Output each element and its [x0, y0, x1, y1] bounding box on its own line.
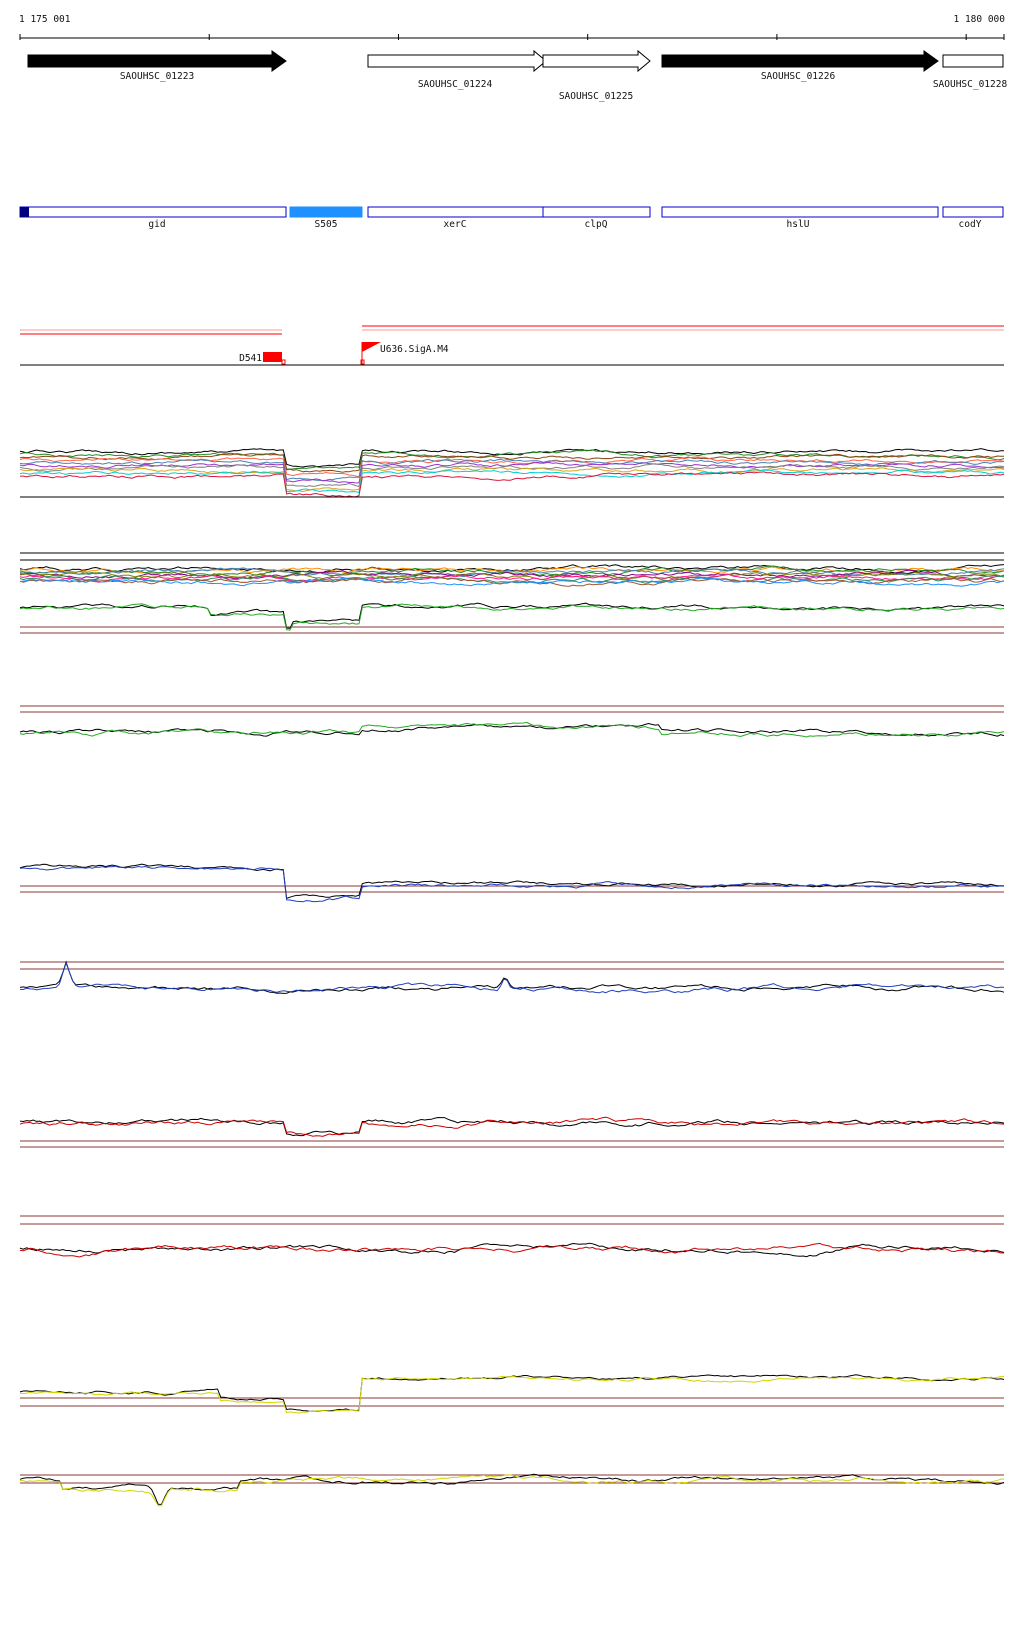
annotation-label: D541 — [239, 353, 262, 364]
signal-track-yellow-1[interactable] — [19, 1374, 1005, 1414]
feature-label: hslU — [787, 219, 810, 230]
signal-track-green-2[interactable] — [19, 705, 1005, 738]
signal-line — [19, 458, 1005, 482]
feature-label: S505 — [315, 219, 338, 230]
feature-label: gid — [148, 219, 165, 230]
signal-line — [19, 1242, 1005, 1258]
ruler-end-label: 1 180 000 — [954, 14, 1006, 25]
signal-track-blue-2[interactable] — [19, 960, 1005, 994]
ruler-start-label: 1 175 001 — [19, 14, 71, 25]
signal-line — [19, 1242, 1005, 1258]
signal-track-green-1[interactable] — [19, 602, 1005, 634]
signal-line — [19, 1474, 1005, 1507]
signal-line — [19, 466, 1005, 493]
signal-track-multi-2[interactable] — [19, 552, 1005, 587]
signal-line — [19, 1375, 1005, 1414]
signal-line — [19, 453, 1004, 473]
coordinate-ruler[interactable]: 1 175 001 1 180 000 — [19, 14, 1005, 40]
feature-label: xerC — [444, 219, 467, 230]
annotation-track: D541 U636.SigA.M4 — [20, 325, 1004, 366]
feature-box-xerc[interactable]: xerC — [367, 206, 544, 230]
signal-line — [19, 565, 1005, 577]
feature-box-cody[interactable]: codY — [942, 206, 1004, 230]
signal-track-red-2[interactable] — [19, 1215, 1005, 1258]
signal-line — [19, 722, 1005, 737]
signal-line — [20, 471, 1005, 498]
signal-track-red-1[interactable] — [19, 1116, 1005, 1148]
signal-line — [19, 577, 1005, 587]
gene-label: SAOUHSC_01225 — [559, 91, 633, 102]
annotation-label: U636.SigA.M4 — [380, 344, 449, 355]
feature-box-clpq[interactable]: clpQ — [542, 206, 651, 230]
signal-line — [19, 1473, 1005, 1505]
signal-line — [19, 721, 1005, 738]
annotation-u636[interactable]: U636.SigA.M4 — [360, 342, 449, 365]
gene-arrow-4[interactable]: SAOUHSC_01226 — [661, 50, 939, 82]
feature-box-hslu[interactable]: hslU — [661, 206, 939, 230]
annotation-d541[interactable]: D541 — [239, 352, 286, 365]
gene-arrow-3[interactable]: SAOUHSC_01225 — [542, 49, 651, 102]
gene-arrow-5[interactable]: SAOUHSC_01228 — [933, 54, 1008, 90]
signal-line — [19, 603, 1005, 631]
signal-line — [19, 468, 1005, 493]
signal-line — [19, 865, 1004, 903]
signal-line — [19, 564, 1005, 574]
signal-line — [19, 461, 1005, 484]
signal-line — [19, 571, 1005, 581]
signal-line — [19, 961, 1005, 994]
gene-label: SAOUHSC_01223 — [120, 71, 194, 82]
gene-label: SAOUHSC_01228 — [933, 79, 1008, 90]
gene-arrow-2[interactable]: SAOUHSC_01224 — [367, 49, 547, 90]
gene-track: SAOUHSC_01223 SAOUHSC_01224 SAOUHSC_0122… — [27, 49, 1008, 102]
gene-arrow-1[interactable]: SAOUHSC_01223 — [27, 50, 287, 82]
feature-label: clpQ — [585, 219, 608, 230]
signal-tracks — [19, 448, 1005, 1507]
signal-line — [19, 449, 1005, 470]
signal-line — [19, 1116, 1005, 1137]
signal-line — [19, 448, 1004, 468]
feature-label: codY — [959, 219, 982, 230]
feature-track: gid S505 xerC clpQ hslU codY — [19, 206, 1004, 230]
ruler-ticks — [19, 34, 1005, 40]
signal-line — [19, 863, 1005, 900]
signal-track-yellow-2[interactable] — [19, 1473, 1005, 1507]
signal-line — [19, 569, 1005, 580]
signal-line — [19, 463, 1005, 488]
signal-track-blue-1[interactable] — [19, 863, 1005, 903]
signal-track-multi-1[interactable] — [19, 448, 1005, 498]
feature-box-gid[interactable]: gid — [19, 206, 287, 230]
gene-label: SAOUHSC_01224 — [418, 79, 493, 90]
gene-label: SAOUHSC_01226 — [761, 71, 836, 82]
signal-line — [19, 1116, 1005, 1137]
feature-box-s505[interactable]: S505 — [289, 206, 363, 230]
